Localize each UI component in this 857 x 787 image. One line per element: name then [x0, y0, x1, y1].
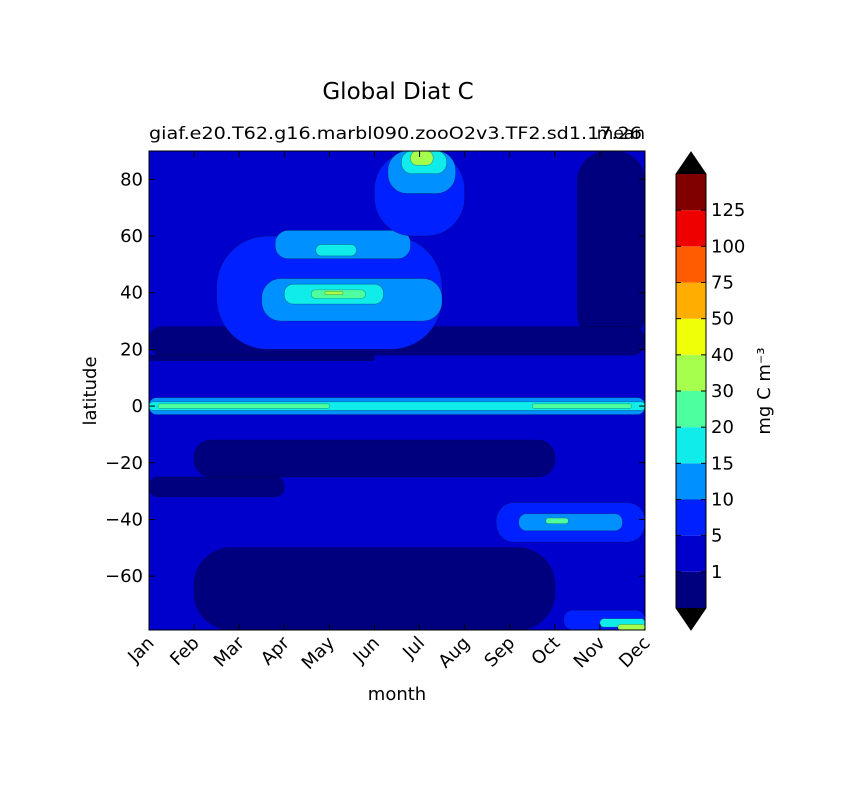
x-tick-label: Apr [257, 632, 294, 669]
y-tick-label: −40 [105, 509, 143, 530]
contour-regions [149, 151, 645, 630]
y-axis-label: latitude [80, 356, 101, 425]
colorbar-tick-label: 40 [711, 345, 734, 366]
colorbar-segment [676, 427, 706, 464]
colorbar-under-arrow [676, 608, 706, 630]
y-tick-label: 60 [120, 226, 143, 247]
contour-region [149, 354, 375, 362]
x-tick-label: Feb [166, 633, 203, 670]
colorbar-label: mg C m⁻³ [754, 347, 775, 434]
chart-subtitle-right: mean [597, 124, 645, 144]
colorbar-over-arrow [676, 152, 706, 174]
contour-region [518, 513, 623, 532]
colorbar-segment [676, 318, 706, 355]
colorbar-tick-label: 1 [711, 562, 722, 583]
y-axis: 80 60 40 20 0 −20 −40 −60 [105, 169, 645, 587]
colorbar-segment [676, 354, 706, 391]
colorbar-segment [676, 210, 706, 247]
contour-region [324, 290, 344, 296]
colorbar-segment [676, 463, 706, 500]
contour-region [577, 151, 645, 345]
x-tick-label: Oct [527, 633, 564, 670]
x-tick-label: Sep [480, 633, 519, 672]
contour-region [149, 476, 285, 498]
x-axis-label: month [368, 684, 426, 705]
plot-frame [148, 150, 646, 631]
colorbar-tick-label: 75 [711, 273, 734, 294]
contour-region [193, 547, 556, 630]
colorbar-segment [676, 571, 706, 608]
colorbar-tick-label: 5 [711, 526, 722, 547]
x-tick-label: Jul [398, 633, 429, 664]
colorbar-tick-label: 15 [711, 453, 734, 474]
contour-region [315, 244, 357, 257]
colorbar-tick-label: 20 [711, 417, 734, 438]
x-tick-label: Dec [615, 633, 654, 672]
colorbar-tick-label: 100 [711, 236, 745, 257]
colorbar-tick-label: 50 [711, 309, 734, 330]
colorbar-segment [676, 246, 706, 283]
contour-region [193, 439, 556, 478]
y-tick-label: 80 [120, 169, 143, 190]
plot-area [149, 151, 645, 630]
y-tick-label: 40 [120, 283, 143, 304]
colorbar-tick-label: 125 [711, 200, 745, 221]
y-tick-label: 20 [120, 339, 143, 360]
chart-subtitle-left: giaf.e20.T62.g16.marbl090.zooO2v3.TF2.sd… [149, 124, 642, 144]
colorbar-tick-label: 10 [711, 490, 734, 511]
contour-region [157, 403, 330, 409]
contour-region [545, 517, 569, 525]
colorbar-segment [676, 282, 706, 319]
x-tick-label: Nov [570, 632, 610, 672]
colorbar-segment [676, 391, 706, 428]
colorbar-tick-label: 30 [711, 381, 734, 402]
colorbar-segment [676, 174, 706, 211]
y-tick-label: −60 [105, 566, 143, 587]
colorbar-segment [676, 535, 706, 572]
chart-title: Global Diat C [322, 79, 473, 105]
x-tick-label: Mar [210, 632, 249, 671]
contour-region [531, 403, 632, 409]
colorbar-outline [675, 151, 707, 631]
x-tick-label: Jan [123, 633, 158, 668]
x-tick-label: Jun [349, 633, 384, 668]
colorbar-segment [676, 499, 706, 536]
y-tick-label: −20 [105, 453, 143, 474]
contour-region [617, 624, 645, 630]
contour-region [410, 151, 434, 166]
y-tick-label: 0 [132, 396, 143, 417]
x-tick-label: Aug [434, 633, 474, 673]
x-tick-label: May [298, 632, 339, 673]
